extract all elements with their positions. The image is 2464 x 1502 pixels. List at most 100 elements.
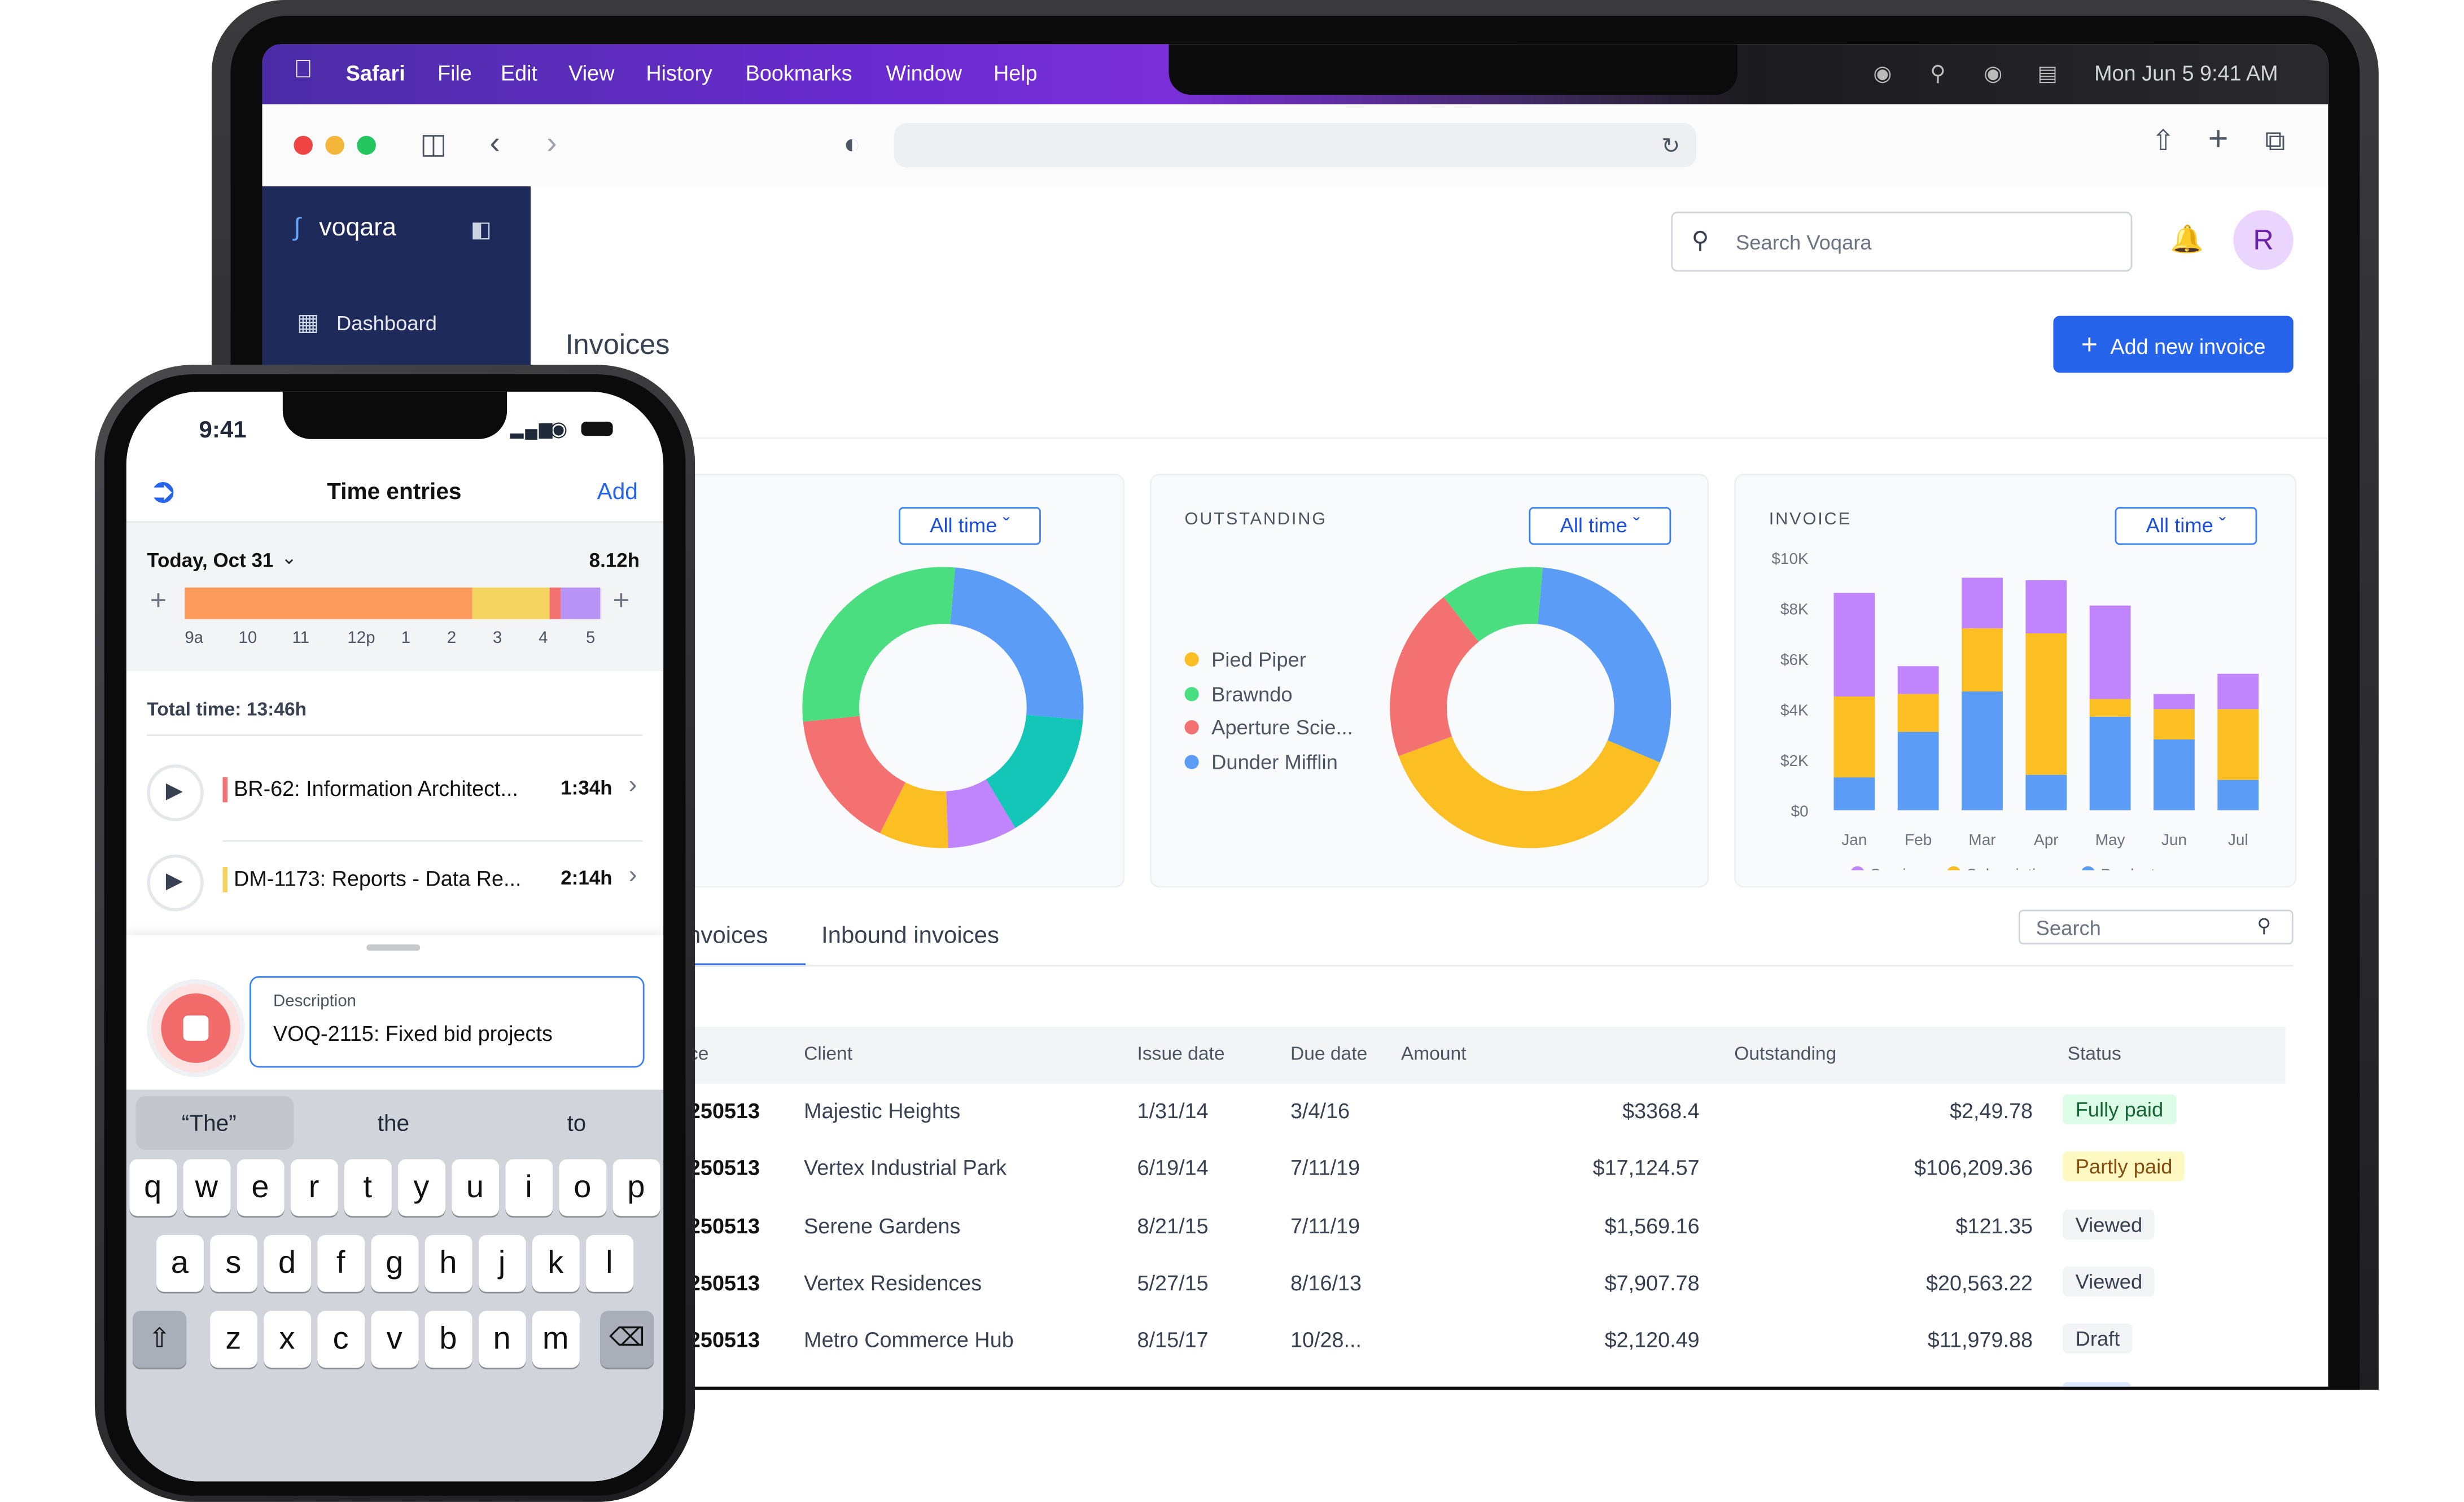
- donut-slice[interactable]: [802, 567, 956, 722]
- notifications-bell-icon[interactable]: 🔔: [2170, 224, 2204, 255]
- bar-segment[interactable]: [1897, 732, 1939, 811]
- menu-window[interactable]: Window: [886, 62, 962, 86]
- suggestion-2[interactable]: the: [377, 1111, 410, 1137]
- donut-slice[interactable]: [945, 778, 1016, 848]
- key-i[interactable]: i: [505, 1159, 552, 1216]
- donut-slice[interactable]: [879, 782, 948, 848]
- col-client[interactable]: Client: [804, 1042, 853, 1065]
- key-y[interactable]: y: [398, 1159, 445, 1216]
- key-z[interactable]: z: [210, 1311, 257, 1368]
- donut-slice[interactable]: [1443, 567, 1543, 642]
- key-v[interactable]: v: [371, 1311, 418, 1368]
- key-w[interactable]: w: [183, 1159, 230, 1216]
- key-o[interactable]: o: [559, 1159, 606, 1216]
- suggestion-3[interactable]: to: [567, 1111, 587, 1137]
- client-name[interactable]: Serene Gardens: [804, 1214, 961, 1238]
- key-j[interactable]: j: [478, 1235, 526, 1292]
- bar-segment[interactable]: [2217, 780, 2259, 811]
- donut-slice[interactable]: [985, 714, 1083, 828]
- bar-segment[interactable]: [2154, 709, 2195, 740]
- share-icon[interactable]: ⇧: [2151, 125, 2176, 157]
- timeline-add-right-icon[interactable]: +: [612, 584, 630, 616]
- menu-history[interactable]: History: [646, 62, 712, 86]
- table-row[interactable]: 250513 Serene Gardens 8/21/15 7/11/19 $1,569…: [682, 1198, 2286, 1255]
- timeline-segment[interactable]: [549, 587, 562, 619]
- key-m[interactable]: m: [532, 1311, 579, 1368]
- key-b[interactable]: b: [424, 1311, 472, 1368]
- tab-overview-icon[interactable]: ⧉: [2265, 125, 2286, 157]
- back-icon[interactable]: ‹: [489, 126, 501, 161]
- spotlight-icon[interactable]: ⚲: [1930, 62, 1946, 86]
- key-l[interactable]: l: [586, 1235, 633, 1292]
- menu-help[interactable]: Help: [993, 62, 1038, 86]
- play-button[interactable]: ▶: [147, 764, 204, 821]
- menubar-clock[interactable]: Mon Jun 5 9:41 AM: [2094, 62, 2278, 86]
- bar-segment[interactable]: [1833, 777, 1875, 811]
- sheet-grabber[interactable]: [366, 944, 421, 951]
- table-row[interactable]: 250513 Vertex Residences 5/27/15 8/16/13 $7,…: [682, 1255, 2286, 1312]
- menu-edit[interactable]: Edit: [500, 62, 538, 86]
- bar-segment[interactable]: [2089, 716, 2131, 811]
- key-t[interactable]: t: [344, 1159, 391, 1216]
- day-selector[interactable]: Today, Oct 31: [147, 549, 274, 572]
- key-f[interactable]: f: [317, 1235, 364, 1292]
- timeline-segment[interactable]: [561, 587, 601, 619]
- col-outstanding[interactable]: Outstanding: [1734, 1042, 1837, 1065]
- menu-bookmarks[interactable]: Bookmarks: [745, 62, 852, 86]
- privacy-shield-icon[interactable]: ◐: [843, 128, 861, 160]
- key-s[interactable]: s: [210, 1235, 257, 1292]
- forward-icon[interactable]: ›: [546, 126, 557, 161]
- bar-segment[interactable]: [2154, 739, 2195, 811]
- donut-slice[interactable]: [1537, 567, 1671, 763]
- timeline-bar[interactable]: [185, 587, 602, 619]
- key-q[interactable]: q: [129, 1159, 176, 1216]
- description-field[interactable]: Description VOQ-2115: Fixed bid projects: [250, 976, 645, 1068]
- donut-slice[interactable]: [803, 715, 907, 834]
- add-entry-button[interactable]: Add: [597, 480, 638, 506]
- outstanding-filter-select[interactable]: All time ˇ: [1529, 507, 1671, 545]
- reload-icon[interactable]: ↻: [1661, 133, 1680, 158]
- key-d[interactable]: d: [264, 1235, 310, 1292]
- backspace-key[interactable]: ⌫: [600, 1311, 654, 1368]
- table-row[interactable]: 250513 Metro Commerce Hub 8/15/17 10/28... $…: [682, 1313, 2286, 1370]
- bar-segment[interactable]: [1897, 694, 1939, 732]
- key-u[interactable]: u: [452, 1159, 498, 1216]
- col-due-date[interactable]: Due date: [1290, 1042, 1368, 1065]
- chevron-down-icon[interactable]: ⌄: [281, 546, 297, 569]
- sidebar-item-dashboard[interactable]: ▦ Dashboard: [278, 300, 515, 344]
- client-name[interactable]: Vertex Residences: [804, 1271, 982, 1295]
- stop-timer-button[interactable]: [147, 979, 245, 1078]
- brand-name[interactable]: voqara: [319, 214, 397, 242]
- bar-segment[interactable]: [2217, 709, 2259, 780]
- bar-segment[interactable]: [1962, 691, 2003, 811]
- bar-segment[interactable]: [2025, 774, 2067, 811]
- wifi-icon[interactable]: ◉: [1873, 62, 1892, 86]
- timeline-add-left-icon[interactable]: +: [150, 584, 167, 616]
- table-row[interactable]: 250513 Vertex Industrial Park 6/19/14 7/11/…: [682, 1141, 2286, 1198]
- key-n[interactable]: n: [478, 1311, 526, 1368]
- donut-slice[interactable]: [1390, 597, 1480, 756]
- sidebar-toggle-icon[interactable]: ◫: [420, 128, 447, 160]
- timeline-segment[interactable]: [472, 587, 550, 619]
- tab-inbound-invoices[interactable]: Inbound invoices: [821, 922, 999, 949]
- bar-segment[interactable]: [2025, 580, 2067, 633]
- tab-invoices[interactable]: invoices: [682, 922, 768, 949]
- donut-slice[interactable]: [949, 567, 1084, 720]
- key-c[interactable]: c: [317, 1311, 364, 1368]
- close-window-button[interactable]: [294, 135, 313, 155]
- key-a[interactable]: a: [156, 1235, 203, 1292]
- timeline-segment[interactable]: [185, 587, 472, 619]
- new-tab-icon[interactable]: +: [2208, 118, 2229, 158]
- key-h[interactable]: h: [424, 1235, 472, 1292]
- bar-segment[interactable]: [2217, 673, 2259, 710]
- collapse-sidebar-icon[interactable]: ◧: [470, 216, 492, 242]
- table-row[interactable]: 250513Prosperity Towers8/2/1912/4/17$3,1…: [682, 1370, 2286, 1387]
- address-bar[interactable]: ↻: [894, 123, 1697, 168]
- table-row[interactable]: 250513 Majestic Heights 1/31/14 3/4/16 $3368…: [682, 1083, 2286, 1140]
- key-g[interactable]: g: [371, 1235, 418, 1292]
- client-name[interactable]: Metro Commerce Hub: [804, 1328, 1014, 1352]
- bar-segment[interactable]: [1962, 577, 2003, 629]
- logout-icon[interactable]: ➲: [148, 470, 178, 510]
- control-center-icon[interactable]: ▤: [2037, 62, 2058, 86]
- key-e[interactable]: e: [237, 1159, 284, 1216]
